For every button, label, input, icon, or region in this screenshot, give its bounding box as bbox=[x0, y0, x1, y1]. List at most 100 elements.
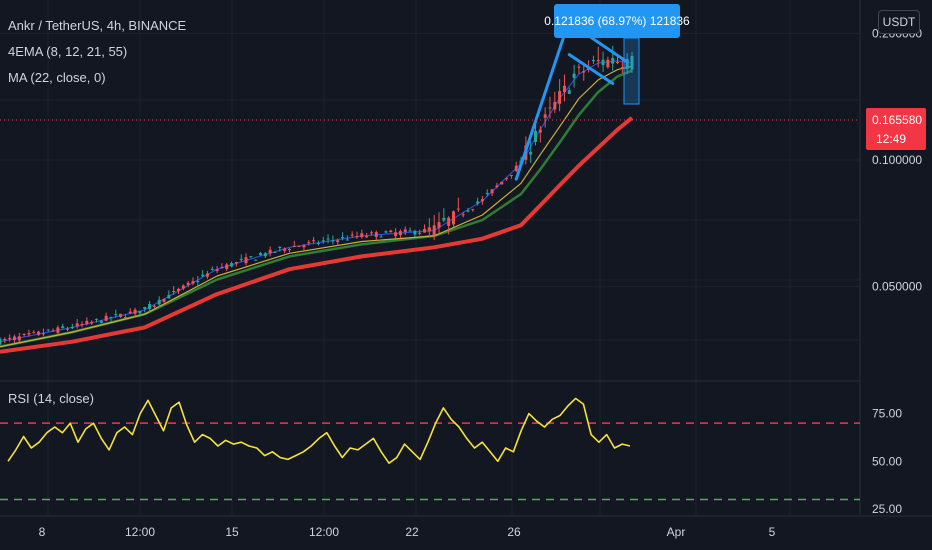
candle-body bbox=[476, 201, 480, 204]
candle-body bbox=[196, 280, 200, 282]
candle-body bbox=[172, 290, 176, 292]
candle-body bbox=[447, 217, 451, 226]
candle-body bbox=[292, 245, 296, 247]
candle-body bbox=[94, 318, 98, 320]
candle-body bbox=[514, 165, 518, 171]
candlesticks bbox=[0, 45, 634, 346]
candle-body bbox=[181, 285, 185, 289]
candle-body bbox=[413, 230, 417, 235]
candle-body bbox=[384, 231, 388, 233]
candle-body bbox=[591, 60, 595, 62]
candle-body bbox=[418, 232, 422, 234]
candle-body bbox=[360, 233, 364, 238]
candle-body bbox=[485, 192, 489, 195]
rsi-tick-label: 50.00 bbox=[872, 454, 902, 468]
price-tick-label: 0.050000 bbox=[872, 280, 922, 294]
candle-body bbox=[75, 323, 79, 327]
candle-body bbox=[297, 246, 301, 248]
last-price-value: 0.165580 bbox=[872, 113, 923, 127]
candle-body bbox=[143, 307, 147, 309]
candle-body bbox=[80, 323, 84, 325]
legend-symbol[interactable]: Ankr / TetherUS, 4h, BINANCE bbox=[8, 18, 187, 33]
candle-body bbox=[3, 338, 7, 341]
candle-body bbox=[32, 332, 36, 334]
candle-body bbox=[210, 268, 214, 270]
candle-body bbox=[490, 189, 494, 194]
candle-body bbox=[365, 235, 369, 238]
candle-body bbox=[56, 327, 60, 333]
candle-body bbox=[138, 310, 142, 314]
legend-ema[interactable]: 4EMA (8, 12, 21, 55) bbox=[8, 44, 128, 59]
candle-body bbox=[119, 313, 123, 317]
candle-body bbox=[331, 240, 335, 242]
measure-box bbox=[623, 37, 640, 105]
candle-body bbox=[8, 337, 12, 340]
candle-body bbox=[244, 257, 248, 264]
time-tick-label: 5 bbox=[769, 525, 776, 539]
candle-body bbox=[423, 228, 427, 233]
currency-button[interactable]: USDT bbox=[878, 10, 920, 34]
last-price-tag: 0.165580 12:49 bbox=[866, 108, 926, 150]
candle-body bbox=[99, 320, 103, 323]
candle-body bbox=[254, 259, 258, 261]
candle-body bbox=[350, 234, 354, 236]
candle-body bbox=[148, 304, 152, 309]
candle-body bbox=[283, 248, 287, 251]
candle-body bbox=[529, 151, 533, 155]
candle-body bbox=[263, 253, 267, 257]
candle-body bbox=[123, 317, 127, 319]
time-tick-label: 22 bbox=[405, 525, 419, 539]
candle-body bbox=[398, 231, 402, 236]
series-line-ema-8 bbox=[0, 60, 633, 343]
candle-body bbox=[133, 309, 137, 314]
candle-body bbox=[0, 338, 2, 345]
candle-body bbox=[495, 185, 499, 187]
candle-body bbox=[17, 336, 21, 341]
candle-body bbox=[46, 329, 50, 331]
candle-body bbox=[220, 267, 224, 269]
candle-body bbox=[471, 209, 475, 211]
candle-body bbox=[461, 214, 465, 216]
candle-body bbox=[582, 71, 586, 73]
candle-body bbox=[567, 90, 571, 94]
candle-body bbox=[278, 246, 282, 248]
candle-body bbox=[152, 305, 156, 307]
candle-body bbox=[505, 178, 509, 180]
series-line-ema-21 bbox=[0, 65, 633, 348]
candle-body bbox=[259, 252, 263, 256]
legend-rsi[interactable]: RSI (14, close) bbox=[8, 391, 94, 406]
legend-ma[interactable]: MA (22, close, 0) bbox=[8, 70, 106, 85]
candle-body bbox=[432, 225, 436, 236]
candle-body bbox=[389, 230, 393, 233]
candle-body bbox=[273, 251, 277, 253]
candle-body bbox=[234, 262, 238, 264]
candle-body bbox=[215, 269, 219, 272]
candle-body bbox=[70, 326, 74, 329]
candle-body bbox=[606, 59, 610, 68]
candle-body bbox=[442, 217, 446, 221]
candle-body bbox=[109, 317, 113, 319]
candle-body bbox=[369, 232, 373, 234]
candle-body bbox=[157, 299, 161, 305]
time-tick-label: 15 bbox=[225, 525, 239, 539]
candle-body bbox=[85, 320, 89, 325]
candle-body bbox=[37, 331, 41, 335]
rsi-axis[interactable]: 75.00 50.00 25.00 bbox=[872, 407, 902, 516]
candle-body bbox=[374, 232, 378, 237]
rsi-tick-label: 75.00 bbox=[872, 407, 902, 421]
candle-body bbox=[427, 227, 431, 232]
measure-callout[interactable]: 0.121836 (68.97%) 121836 bbox=[544, 4, 690, 38]
bar-countdown: 12:49 bbox=[876, 132, 907, 146]
candle-body bbox=[22, 333, 26, 335]
candle-body bbox=[312, 240, 316, 242]
candle-body bbox=[596, 60, 600, 62]
candle-body bbox=[572, 73, 576, 78]
time-axis[interactable]: 8 12:00 15 12:00 22 26 Apr 5 bbox=[0, 515, 932, 539]
candle-body bbox=[548, 107, 552, 109]
candle-body bbox=[307, 242, 311, 244]
candle-body bbox=[534, 130, 538, 142]
candle-body bbox=[302, 245, 306, 248]
candle-body bbox=[345, 239, 349, 241]
